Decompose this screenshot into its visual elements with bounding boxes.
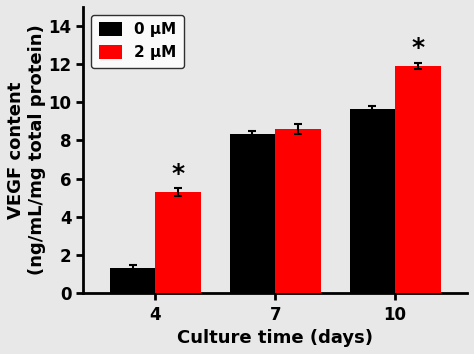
Bar [230,134,275,293]
Bar [155,192,201,293]
Bar [350,109,395,293]
Bar [395,66,441,293]
Y-axis label: VEGF content
(ng/mL/mg total protein): VEGF content (ng/mL/mg total protein) [7,24,46,275]
Text: *: * [411,36,425,60]
Text: *: * [172,162,185,186]
X-axis label: Culture time (days): Culture time (days) [177,329,373,347]
Legend: 0 μM, 2 μM: 0 μM, 2 μM [91,15,184,68]
Bar [110,268,155,293]
Bar [275,129,321,293]
